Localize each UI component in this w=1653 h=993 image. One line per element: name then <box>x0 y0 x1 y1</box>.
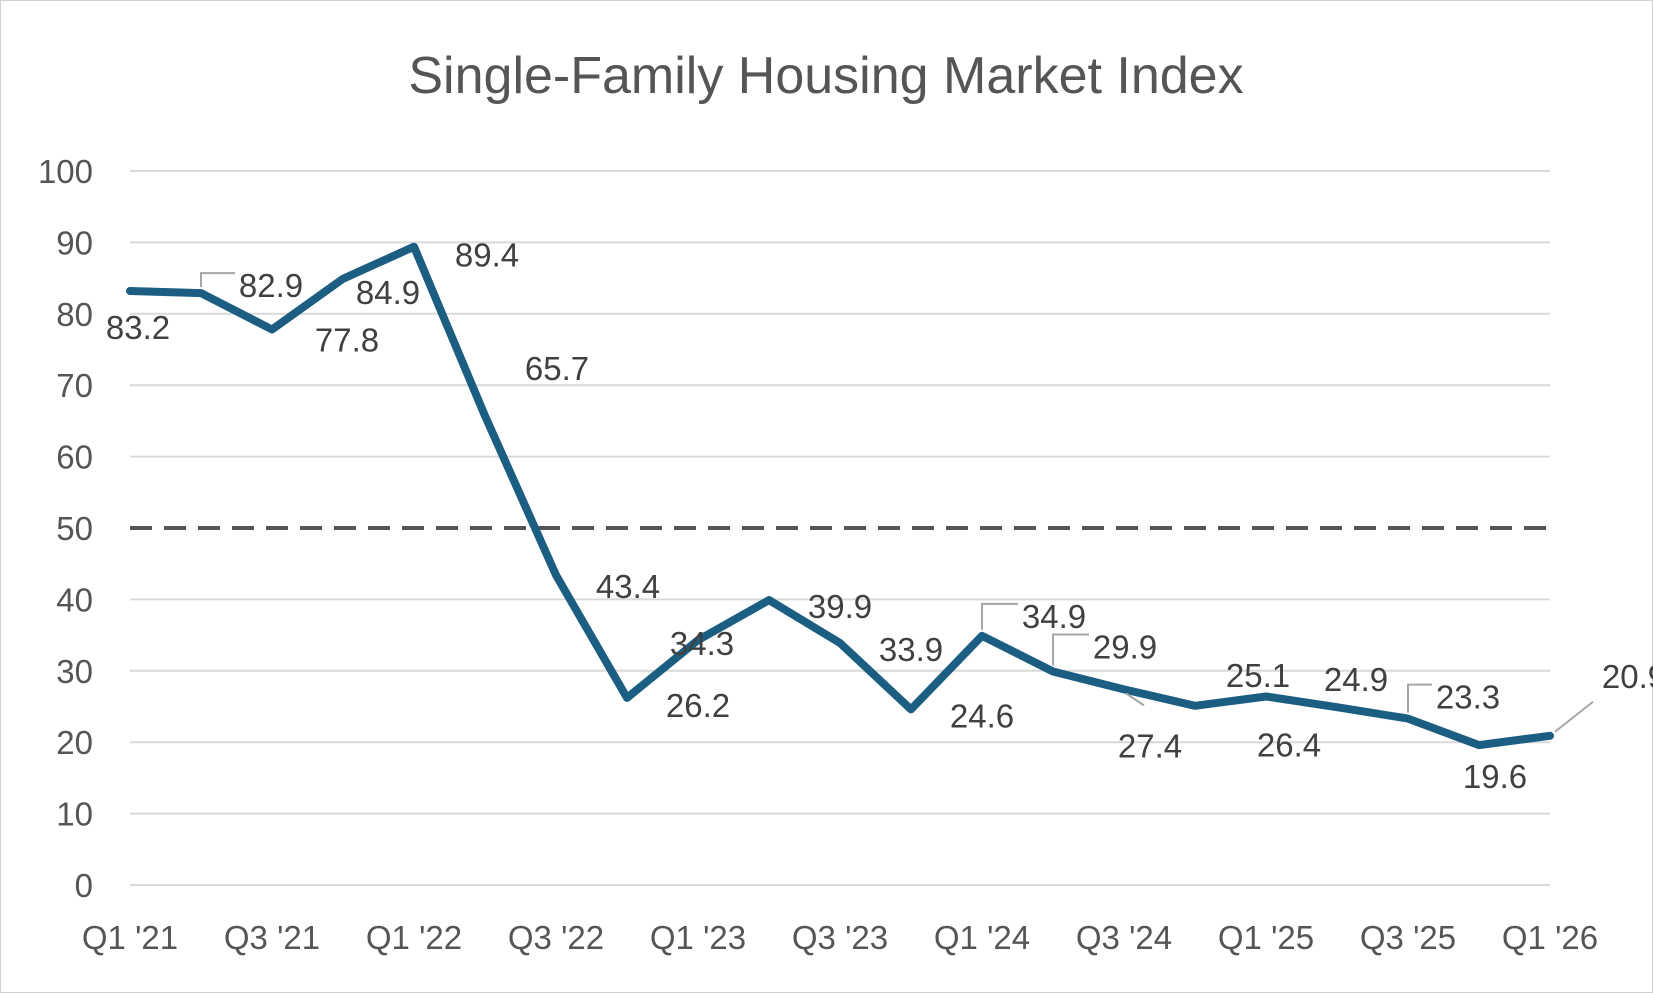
x-tick-label: Q1 '24 <box>934 919 1030 956</box>
data-label: 34.3 <box>670 625 734 662</box>
data-label: 82.9 <box>239 267 303 304</box>
data-label: 26.2 <box>666 687 730 724</box>
x-tick-label: Q1 '23 <box>650 919 746 956</box>
y-tick-label: 90 <box>56 224 93 261</box>
leader-line <box>1554 700 1594 733</box>
y-tick-label: 30 <box>56 653 93 690</box>
x-tick-label: Q3 '21 <box>224 919 320 956</box>
data-label: 27.4 <box>1118 727 1182 764</box>
x-tick-label: Q3 '24 <box>1076 919 1172 956</box>
data-label: 77.8 <box>315 322 379 359</box>
leader-line <box>200 272 235 288</box>
x-tick-label: Q3 '23 <box>792 919 888 956</box>
x-tick-label: Q3 '25 <box>1360 919 1456 956</box>
data-label: 24.6 <box>950 697 1014 734</box>
y-axis-ticks: 0 10 20 30 40 50 60 70 80 90 100 <box>38 153 93 904</box>
y-tick-label: 20 <box>56 724 93 761</box>
y-tick-label: 100 <box>38 153 93 190</box>
data-label: 34.9 <box>1022 598 1086 635</box>
y-tick-label: 0 <box>75 867 93 904</box>
series-line <box>126 242 1554 750</box>
data-label: 25.1 <box>1226 657 1290 694</box>
data-label: 83.2 <box>106 309 170 346</box>
x-tick-label: Q1 '25 <box>1218 919 1314 956</box>
chart-title: Single-Family Housing Market Index <box>408 47 1243 105</box>
leader-line <box>1125 692 1145 707</box>
data-label: 24.9 <box>1324 661 1388 698</box>
x-tick-label: Q1 '22 <box>366 919 462 956</box>
y-tick-label: 50 <box>56 510 93 547</box>
data-label: 65.7 <box>525 350 589 387</box>
x-tick-label: Q1 '26 <box>1502 919 1598 956</box>
y-tick-label: 40 <box>56 581 93 618</box>
leader-line <box>981 602 1018 630</box>
data-label: 84.9 <box>356 274 420 311</box>
data-label: 26.4 <box>1257 727 1321 764</box>
y-tick-label: 70 <box>56 367 93 404</box>
series-group <box>126 242 1554 750</box>
data-label: 89.4 <box>455 237 519 274</box>
data-labels: 83.2 82.9 77.8 84.9 89.4 65.7 43.4 26.2 34.3 39.9… <box>106 237 1653 795</box>
x-tick-label: Q3 '22 <box>508 919 604 956</box>
data-label: 29.9 <box>1093 629 1157 666</box>
x-axis-ticks: Q1 '21 Q3 '21 Q1 '22 Q3 '22 Q1 '23 Q3 '23 Q1 '… <box>82 919 1598 956</box>
leader-line <box>1052 633 1089 666</box>
y-tick-label: 80 <box>56 296 93 333</box>
x-tick-label: Q1 '21 <box>82 919 178 956</box>
data-label: 43.4 <box>596 568 660 605</box>
leader-line <box>1407 683 1432 713</box>
data-label: 23.3 <box>1436 679 1500 716</box>
label-leader-lines <box>200 272 1594 733</box>
data-label: 19.6 <box>1463 758 1527 795</box>
data-label: 33.9 <box>879 631 943 668</box>
data-label: 20.9 <box>1602 658 1653 695</box>
data-label: 39.9 <box>808 588 872 625</box>
y-tick-label: 10 <box>56 796 93 833</box>
y-tick-label: 60 <box>56 439 93 476</box>
gridlines <box>130 170 1550 886</box>
